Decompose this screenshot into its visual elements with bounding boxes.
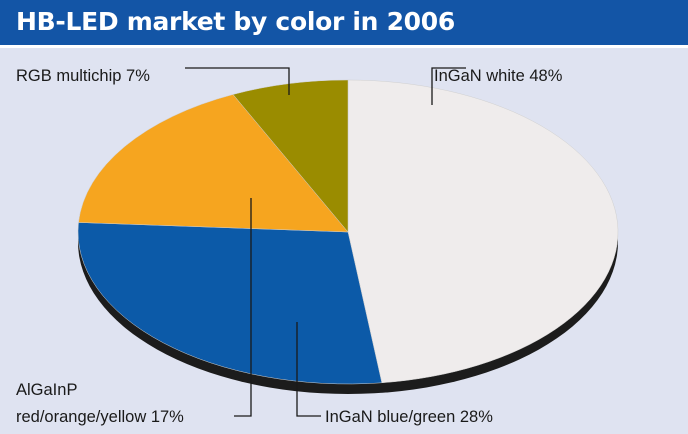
- leader-ingan-white: [431, 67, 466, 105]
- chart-title: HB-LED market by color in 2006: [16, 7, 455, 36]
- pie-slice-ingan-blue-green: [77, 222, 383, 385]
- leader-lines: [185, 67, 466, 417]
- label-rgb-multichip: RGB multichip 7%: [16, 67, 150, 85]
- label-algainp-line2: red/orange/yellow 17%: [16, 408, 184, 426]
- leader-rgb-multichip: [185, 67, 290, 95]
- pie-slices: [77, 79, 619, 385]
- label-ingan-white: InGaN white 48%: [434, 67, 563, 85]
- pie-slice-algainp-red-orange-yellow: [78, 94, 349, 233]
- label-algainp-line1: AlGaInP: [16, 381, 77, 399]
- leader-ingan-blue-green: [296, 322, 321, 417]
- label-ingan-blue-green: InGaN blue/green 28%: [325, 408, 493, 426]
- leader-algainp: [234, 198, 252, 417]
- title-bar: HB-LED market by color in 2006: [0, 0, 688, 48]
- pie-chart: InGaN white 48% InGaN blue/green 28% AlG…: [16, 67, 619, 426]
- pie-slice-ingan-white: [347, 79, 619, 384]
